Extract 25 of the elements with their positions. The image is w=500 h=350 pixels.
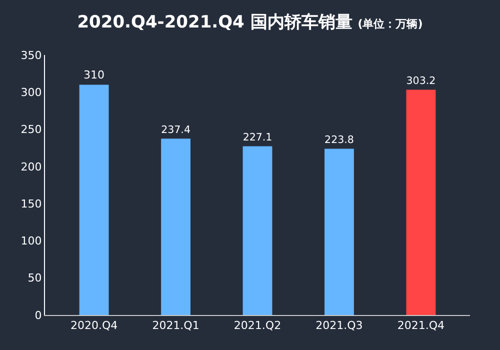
x-tick-label: 2021.Q2 <box>234 319 282 332</box>
y-tick-label: 0 <box>34 308 42 322</box>
y-tick-label: 200 <box>20 160 42 174</box>
data-label: 310 <box>84 68 105 82</box>
y-tick-label: 150 <box>20 197 42 210</box>
chart-subtitle: (单位：万辆) <box>358 18 423 31</box>
chart-title: 2020.Q4-2021.Q4 国内轿车销量 <box>77 12 352 33</box>
y-tick-label: 50 <box>28 272 42 285</box>
bar <box>161 138 190 315</box>
y-tick-label: 250 <box>20 123 42 136</box>
data-label: 223.8 <box>324 134 354 146</box>
y-tick-label: 350 <box>20 48 42 62</box>
x-tick-label: 2021.Q1 <box>152 319 200 332</box>
data-label: 237.4 <box>161 124 190 136</box>
y-tick-label: 300 <box>20 86 42 99</box>
bar <box>406 90 436 315</box>
y-tick-label: 100 <box>20 234 42 248</box>
x-tick-label: 2020.Q4 <box>70 319 118 332</box>
data-label: 227.1 <box>242 132 272 144</box>
data-label: 303.2 <box>406 74 436 87</box>
bar <box>324 148 354 315</box>
bar <box>79 84 109 315</box>
bar <box>242 146 272 315</box>
x-tick-label: 2021.Q3 <box>316 319 363 332</box>
x-tick-label: 2021.Q4 <box>397 319 445 332</box>
